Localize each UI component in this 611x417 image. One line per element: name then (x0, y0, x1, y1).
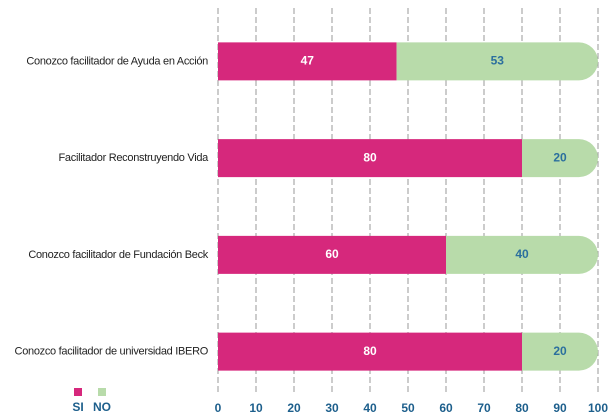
x-tick-label: 50 (401, 401, 415, 415)
bar-segment (218, 235, 446, 274)
x-tick-label: 30 (325, 401, 339, 415)
x-tick-label: 80 (515, 401, 529, 415)
legend-swatch (74, 388, 82, 396)
value-label: 60 (325, 247, 339, 261)
x-tick-label: 70 (477, 401, 491, 415)
value-label: 40 (515, 247, 529, 261)
value-label: 20 (553, 344, 567, 358)
value-label: 53 (491, 54, 505, 68)
bar-segment (396, 42, 598, 81)
x-tick-label: 100 (588, 401, 608, 415)
legend-swatch (98, 388, 106, 396)
bar-segment (218, 139, 522, 178)
x-tick-label: 20 (287, 401, 301, 415)
category-label: Conozco facilitador de universidad IBERO (15, 346, 209, 358)
bar-segment (522, 139, 598, 178)
bar-segment (446, 235, 598, 274)
legend-label: NO (93, 400, 111, 414)
value-label: 80 (363, 150, 377, 164)
category-label: Facilitador Reconstruyendo Vida (59, 152, 210, 164)
category-label: Conozco facilitador de Fundación Beck (28, 249, 208, 261)
value-label: 47 (301, 54, 315, 68)
x-tick-label: 90 (553, 401, 567, 415)
x-tick-label: 60 (439, 401, 453, 415)
category-label: Conozco facilitador de Ayuda en Acción (26, 55, 208, 67)
x-tick-label: 40 (363, 401, 377, 415)
bar-segment (218, 332, 522, 371)
value-label: 80 (363, 344, 377, 358)
bar-segment (522, 332, 598, 371)
legend-label: SI (72, 400, 83, 414)
bar-segment (218, 42, 397, 81)
x-tick-label: 10 (249, 401, 263, 415)
x-tick-label: 0 (215, 401, 222, 415)
value-label: 20 (553, 150, 567, 164)
